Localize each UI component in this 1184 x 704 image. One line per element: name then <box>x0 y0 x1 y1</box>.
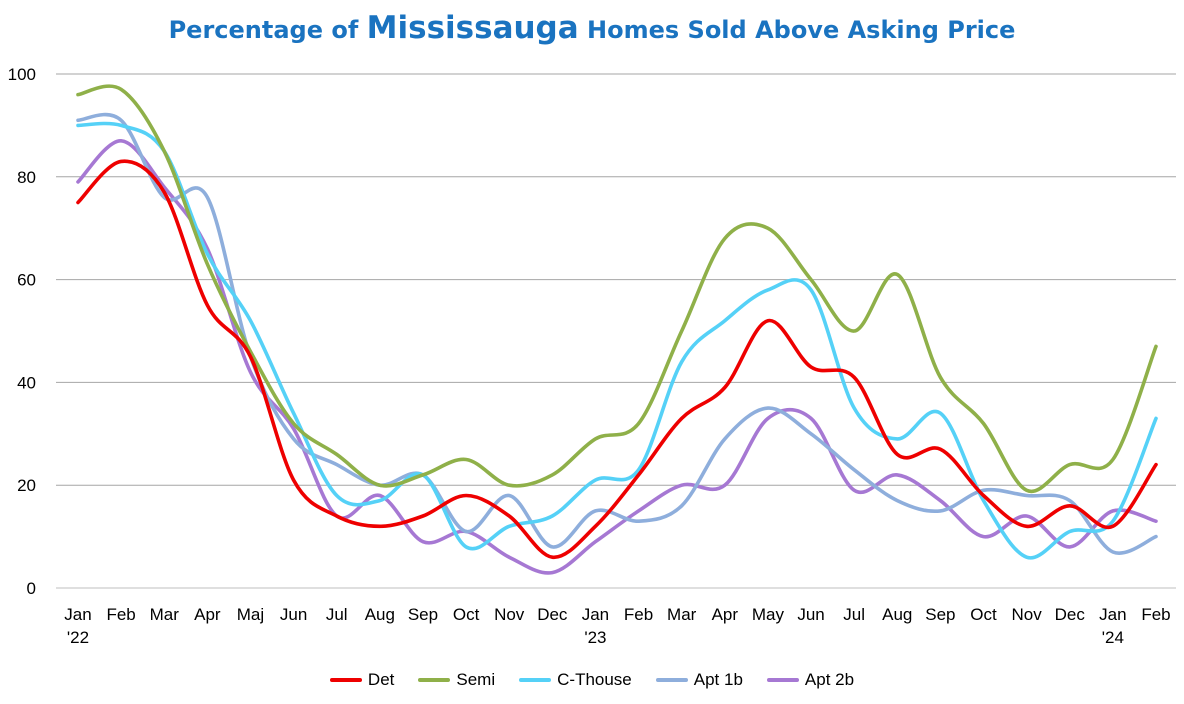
legend-label: Semi <box>456 670 496 689</box>
series-line-semi <box>76 84 1158 494</box>
x-tick-label: Oct <box>453 605 480 624</box>
legend-label: Apt 2b <box>804 670 855 689</box>
x-tick-label: Feb <box>624 605 653 624</box>
series-line-det <box>76 159 1158 560</box>
x-tick-label: May <box>752 605 785 624</box>
x-tick-label: Jul <box>326 605 348 624</box>
legend-item-det: Det <box>329 670 395 690</box>
x-tick-label: Dec <box>1055 605 1086 624</box>
y-tick-label: 40 <box>17 373 36 392</box>
x-tick-label: Dec <box>537 605 568 624</box>
x-tick-label: Oct <box>970 605 997 624</box>
legend-item-semi: Semi <box>418 670 495 690</box>
x-tick-label: Apr <box>712 605 739 624</box>
legend-item-apt-1b: Apt 1b <box>655 670 743 690</box>
legend-swatch <box>519 678 552 682</box>
x-tick-label: Nov <box>494 605 525 624</box>
x-tick-label: Mar <box>667 605 697 624</box>
x-tick-label: Jan <box>1099 605 1126 624</box>
x-tick-label-year: '22 <box>67 628 89 647</box>
x-tick-label: Feb <box>106 605 135 624</box>
legend-label: Apt 1b <box>693 670 743 689</box>
x-tick-label: Mar <box>150 605 180 624</box>
y-axis: 0 20 40 60 80 100 <box>8 65 36 598</box>
y-tick-label: 0 <box>27 579 36 598</box>
y-tick-label: 80 <box>17 168 36 187</box>
x-tick-label: Jun <box>280 605 307 624</box>
y-tick-label: 100 <box>8 65 36 84</box>
x-tick-label: Apr <box>194 605 221 624</box>
legend-item-c-thouse: C-Thouse <box>519 670 632 690</box>
y-tick-label: 60 <box>17 271 36 290</box>
x-tick-label: Jun <box>797 605 824 624</box>
title-prefix: Percentage of <box>168 16 367 44</box>
legend-swatch <box>418 678 451 682</box>
legend-swatch <box>329 678 362 682</box>
x-tick-label: Jan <box>582 605 609 624</box>
x-tick-label: Nov <box>1012 605 1043 624</box>
series-line-apt-2b <box>76 139 1158 575</box>
x-tick-label: Jan <box>64 605 91 624</box>
legend-item-apt-2b: Apt 2b <box>766 670 855 690</box>
y-tick-label: 20 <box>17 476 36 495</box>
x-tick-label: Aug <box>882 605 912 624</box>
x-tick-label: Jul <box>843 605 865 624</box>
legend-label: Det <box>367 670 395 689</box>
x-axis: Jan '22 Feb Mar Apr Maj Jun Jul Aug Sep Oct Nov Dec J… <box>64 605 1170 647</box>
title-suffix: Homes Sold Above Asking Price <box>578 16 1016 44</box>
series-lines <box>76 84 1158 575</box>
gridlines <box>56 73 1176 589</box>
x-tick-label: Feb <box>1141 605 1170 624</box>
legend-swatch <box>766 678 799 682</box>
x-tick-label: Aug <box>365 605 395 624</box>
legend-swatch <box>655 678 688 682</box>
chart-title: Percentage of Mississauga Homes Sold Abo… <box>0 10 1184 46</box>
legend: Det Semi C-Thouse Apt 1b Apt 2b <box>0 670 1184 690</box>
series-line-apt-1b <box>76 112 1158 555</box>
x-tick-label-year: '24 <box>1102 628 1124 647</box>
x-tick-label: Maj <box>237 605 264 624</box>
x-tick-label: Sep <box>925 605 955 624</box>
legend-label: C-Thouse <box>557 670 632 689</box>
title-city: Mississauga <box>366 10 579 46</box>
x-tick-label: Sep <box>408 605 438 624</box>
x-tick-label-year: '23 <box>584 628 606 647</box>
